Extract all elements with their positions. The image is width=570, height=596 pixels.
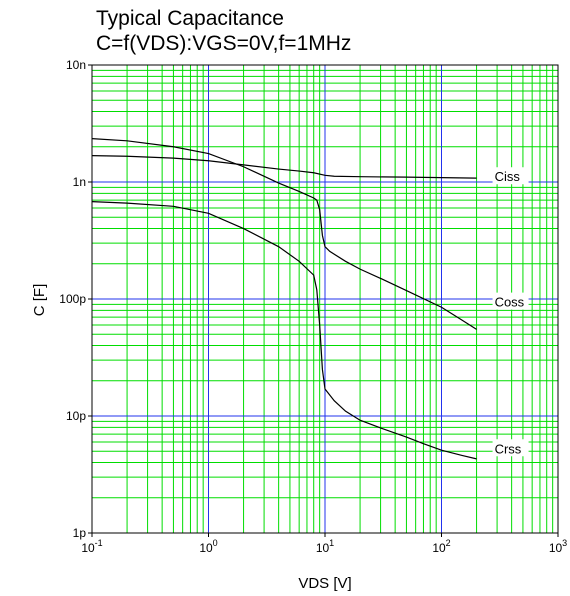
series-label-ciss: Ciss: [495, 169, 521, 184]
y-tick-label: 10n: [66, 58, 86, 72]
x-tick-label: 102: [432, 538, 450, 555]
series-line-ciss: [91, 155, 477, 179]
y-tick-label: 100p: [59, 292, 86, 306]
y-tick-label: 1p: [73, 526, 87, 540]
series-lines: Ciss Coss Crss: [91, 137, 529, 460]
x-tick-label: 101: [316, 538, 334, 555]
y-tick-label: 10p: [66, 409, 86, 423]
y-tick-label: 1n: [73, 175, 86, 189]
x-axis-label: VDS [V]: [298, 575, 351, 592]
x-tick-label: 103: [549, 538, 567, 555]
y-axis-label: C [F]: [31, 284, 48, 317]
x-tick-label: 10-1: [81, 538, 102, 555]
chart-subtitle: C=f(VDS):VGS=0V,f=1MHz: [96, 32, 352, 55]
chart-title: Typical Capacitance: [96, 7, 284, 30]
axis-ticks: 1p 10p 100p 1n 10n 10-1 100 101 102 103: [59, 58, 567, 555]
x-tick-label: 100: [199, 538, 217, 555]
series-label-background: [492, 292, 529, 310]
series-label-coss: Coss: [495, 295, 525, 310]
series-line-crss: [91, 201, 477, 460]
series-line-coss: [91, 137, 477, 330]
series-label-crss: Crss: [495, 441, 522, 456]
series-label-background: [492, 167, 529, 185]
series-label-background: [492, 439, 529, 457]
